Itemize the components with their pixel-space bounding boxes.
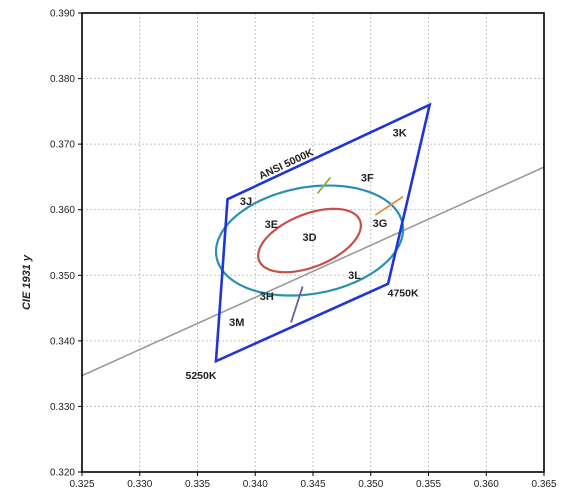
cct-label: 5250K	[185, 370, 216, 382]
y-tick-label: 0.320	[50, 468, 75, 479]
planckian-locus-line	[82, 166, 544, 377]
bin-label: 3F	[361, 173, 374, 185]
x-tick-label: 0.365	[531, 479, 556, 490]
bin-label: 3K	[393, 127, 407, 139]
bin-label: 3H	[260, 291, 274, 303]
bin-label: 3J	[240, 196, 252, 208]
bin-label: 3D	[303, 232, 317, 244]
plot-frame	[81, 12, 545, 473]
bin-label: 3E	[265, 219, 278, 231]
x-tick-label: 0.355	[416, 479, 441, 490]
x-tick-label: 0.360	[474, 479, 499, 490]
bin-label: 3M	[229, 317, 244, 329]
y-tick-label: 0.360	[50, 205, 75, 216]
x-tick-label: 0.345	[300, 479, 325, 490]
x-tick-label: 0.340	[243, 479, 268, 490]
isotemp-line-right	[374, 195, 404, 216]
x-tick-label: 0.350	[358, 479, 383, 490]
x-tick-label: 0.330	[127, 479, 152, 490]
bin-label: 3L	[348, 270, 361, 282]
cct-label: 4750K	[388, 287, 419, 299]
y-tick-label: 0.390	[50, 9, 75, 20]
y-tick-label: 0.380	[50, 74, 75, 85]
series-layer	[82, 102, 544, 377]
isotemp-line-upper	[316, 177, 332, 194]
y-axis-title: CIE 1931 y	[21, 254, 33, 310]
x-tick-label: 0.325	[69, 479, 94, 490]
bin-label: 3G	[373, 218, 388, 230]
y-tick-label: 0.370	[50, 140, 75, 151]
y-tick-label: 0.330	[50, 402, 75, 413]
x-tick-label: 0.335	[185, 479, 210, 490]
axes: 0.325 0.330 0.335 0.340 0.345 0.350 0.355 0.360…	[50, 9, 557, 491]
ansi-quadrangle	[214, 102, 432, 364]
outer-ellipse	[214, 184, 405, 297]
y-tick-label: 0.350	[50, 271, 75, 282]
inner-ellipse	[257, 207, 362, 274]
isotemp-line-lower	[290, 286, 304, 323]
y-tick-label: 0.340	[50, 336, 75, 347]
series-label: ANSI 5000K	[257, 146, 316, 182]
